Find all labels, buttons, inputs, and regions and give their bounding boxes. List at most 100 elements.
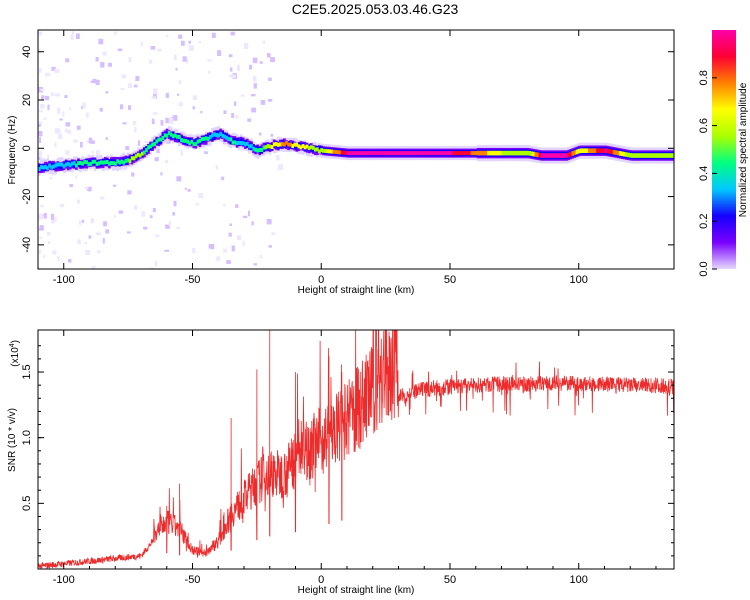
ridge-cell (229, 137, 233, 142)
ridge-cell (557, 153, 560, 158)
ridge-cell (64, 162, 68, 167)
speckle (91, 140, 95, 144)
ridge-cell (44, 165, 47, 170)
speckle (128, 105, 131, 110)
ridge-cell (542, 153, 546, 158)
ridge-cell (515, 150, 519, 156)
ridge-cell (93, 159, 97, 164)
ridge-cell (355, 151, 358, 156)
ridge-cell (338, 150, 342, 155)
ridge-cell (149, 144, 152, 149)
ridge-cell (309, 145, 313, 150)
speckle (76, 125, 81, 130)
ridge-cell (596, 148, 599, 154)
ridge-cell (248, 144, 251, 149)
ridge-cell (293, 142, 297, 147)
speckle (38, 68, 42, 73)
ridge-cell (250, 144, 253, 149)
ridge-cell (114, 161, 117, 166)
speckle (172, 212, 176, 216)
speckle (50, 92, 55, 97)
ridge-cell (330, 149, 334, 154)
speckle (216, 256, 220, 262)
speckle (90, 218, 94, 224)
ridge-cell (425, 151, 428, 156)
ridge-cell (672, 153, 674, 158)
speckle (54, 142, 57, 148)
speckle (120, 168, 126, 171)
ridge-cell (524, 150, 527, 156)
ridge-cell (295, 143, 299, 150)
colorbar-gradient (712, 30, 736, 269)
speckle (184, 187, 187, 190)
speckle (117, 48, 123, 52)
speckle (55, 128, 61, 134)
speckle (88, 235, 92, 239)
ridge-cell (575, 149, 579, 155)
speckle (182, 56, 187, 62)
ridge-band (38, 125, 674, 177)
ridge-cell (351, 151, 354, 156)
ridge-cell (58, 162, 62, 167)
ridge-cell (252, 146, 255, 151)
speckle (266, 218, 272, 225)
speckle (253, 263, 258, 266)
ridge-cell (241, 141, 245, 146)
speckle (81, 105, 84, 110)
speckle (71, 31, 75, 35)
spectrogram-ticks: -100 -50 0 50 100 -40 -20 0 20 40 (21, 30, 674, 286)
colorbar-tick-label: 0.2 (698, 214, 710, 229)
ridge-cell (536, 152, 540, 158)
ridge-cell (178, 135, 181, 140)
speckle (38, 130, 43, 137)
ridge-cell (276, 142, 280, 147)
speckle (192, 95, 197, 101)
ridge-cell (291, 143, 295, 148)
speckle (65, 150, 70, 155)
ridge-cell (233, 140, 237, 145)
ridge-cell (433, 151, 437, 156)
speckle (247, 210, 251, 217)
ridge-cell (192, 142, 196, 147)
speckle (56, 107, 61, 114)
ridge-cell (653, 153, 657, 158)
speckle (134, 126, 137, 133)
speckle (270, 57, 275, 63)
speckle (59, 203, 65, 208)
ridge-cell (334, 149, 338, 154)
speckle (81, 219, 84, 223)
speckle (242, 240, 245, 247)
ridge-cell (155, 139, 159, 144)
speckle (119, 104, 124, 110)
x-tick-label: 100 (570, 574, 588, 586)
y-tick-label: 0 (21, 145, 33, 151)
x-tick-label: 0 (318, 274, 324, 286)
ridge-cell (608, 149, 612, 154)
ridge-cell (167, 130, 171, 135)
ridge-cell (361, 151, 365, 156)
ridge-cell (124, 158, 128, 163)
speckle (229, 74, 233, 78)
speckle (127, 83, 133, 89)
figure-title: C2E5.2025.053.03.46.G23 (292, 1, 459, 17)
ridge-cell (396, 151, 400, 156)
speckle (153, 88, 158, 95)
speckle (149, 267, 154, 269)
ridge-cell (480, 150, 484, 156)
ridge-cell (223, 134, 227, 139)
snr-yscale: (x104) (9, 340, 21, 367)
x-tick-label: -100 (53, 574, 75, 586)
ridge-cell (305, 144, 309, 149)
ridge-cell (309, 146, 313, 153)
speckle (105, 229, 109, 234)
ridge-cell (346, 151, 350, 156)
spectrogram-marks (38, 31, 674, 269)
ridge-cell (95, 161, 99, 166)
x-tick-label: -100 (53, 274, 75, 286)
ridge-cell (388, 151, 391, 156)
speckle (134, 84, 138, 88)
speckle (155, 234, 160, 238)
ridge-cell (629, 153, 632, 158)
speckle (236, 65, 241, 72)
snr-series-line (38, 330, 674, 569)
